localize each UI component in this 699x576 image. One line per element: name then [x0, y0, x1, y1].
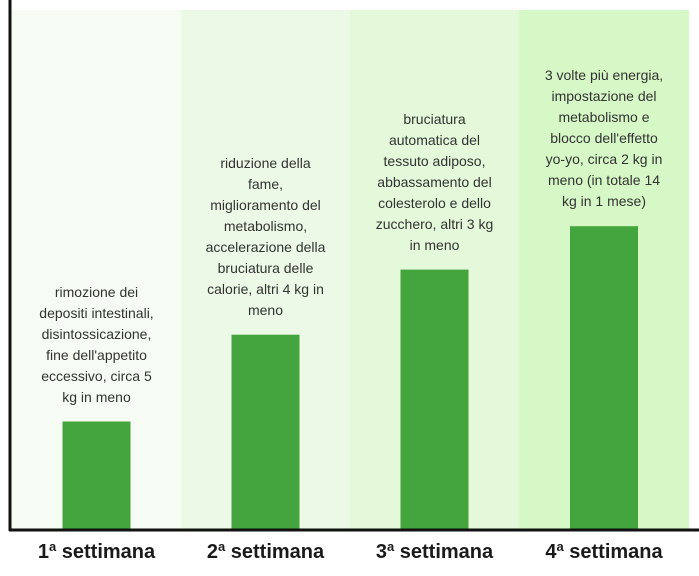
- x-tick-label-week-2: 2a settimana: [206, 539, 325, 563]
- bar-week-3: [400, 269, 469, 530]
- bar-week-2: [231, 334, 300, 530]
- x-tick-label-week-1: 1a settimana: [37, 539, 156, 563]
- x-tick-label-week-4: 4a settimana: [545, 539, 663, 563]
- bar-week-4: [570, 226, 638, 530]
- annotation-week-1: rimozione dei depositi intestinali, disi…: [39, 283, 154, 405]
- x-tick-label-week-3: 3a settimana: [375, 539, 494, 563]
- annotation-week-2: riduzione della fame, miglioramento del …: [205, 154, 326, 318]
- annotation-week-3: bruciatura automatica del tessuto adipos…: [375, 110, 494, 253]
- bar-week-1: [62, 421, 131, 530]
- annotation-week-4: 3 volte più energia, impostazione del me…: [544, 67, 664, 210]
